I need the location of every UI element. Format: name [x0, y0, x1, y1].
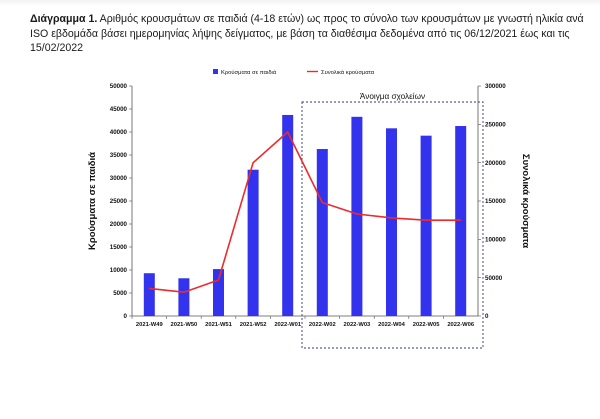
y-right-tick-label: 300000: [485, 83, 506, 90]
bar-children-2021-W50: [178, 278, 190, 316]
x-tick-label-2022-W04: 2022-W04: [378, 322, 406, 328]
y-right-axis-title: Συνολικά κρούσματα: [520, 154, 531, 248]
point-total-2022-W01: [287, 131, 289, 133]
bar-children-2022-W03: [351, 116, 363, 316]
x-tick-label-2022-W06: 2022-W06: [447, 322, 475, 328]
y-left-tick-label: 20000: [110, 221, 128, 228]
x-tick-label-2021-W50: 2021-W50: [171, 322, 198, 328]
bar-children-2022-W01: [282, 114, 294, 316]
point-total-2022-W04: [390, 217, 393, 219]
y-left-tick-label: 35000: [110, 152, 128, 159]
bar-children-2021-W52: [247, 169, 259, 316]
legend-swatch-children: [213, 69, 218, 74]
bar-children-2022-W02: [316, 149, 328, 316]
y-right-tick-label: 200000: [485, 160, 506, 167]
y-left-tick-label: 5000: [113, 290, 127, 297]
line-total-cases: [149, 131, 461, 294]
legend-label-total: Συνολικά κρούσματα: [321, 69, 375, 76]
y-left-tick-label: 50000: [110, 83, 128, 90]
bar-children-2022-W06: [455, 126, 467, 317]
y-left-tick-label: 40000: [110, 129, 128, 136]
bar-children-2021-W49: [143, 273, 155, 316]
point-total-2022-W06: [460, 219, 462, 221]
caption-text: Αριθμός κρουσμάτων σε παιδιά (4-18 ετών)…: [30, 13, 584, 54]
x-tick-label-2022-W05: 2022-W05: [413, 322, 441, 328]
point-total-2022-W03: [356, 213, 358, 215]
figure-caption: Διάγραμμα 1. Αριθμός κρουσμάτων σε παιδι…: [30, 12, 590, 56]
y-right-tick-label: 150000: [485, 198, 506, 205]
point-total-2021-W50: [183, 291, 185, 293]
legend-label-children: Κρούσματα σε παιδιά: [221, 69, 277, 76]
y-right-tick-label: 0: [485, 313, 489, 320]
bar-children-2022-W04: [386, 128, 397, 316]
point-total-2021-W49: [148, 287, 150, 289]
y-left-tick-label: 45000: [110, 106, 128, 113]
x-tick-label-2022-W02: 2022-W02: [309, 322, 336, 328]
annotation-label: Άνοιγμα σχολείων: [360, 92, 425, 101]
y-left-tick-label: 0: [124, 313, 128, 320]
bar-children-2021-W51: [213, 269, 224, 316]
x-tick-label-2022-W01: 2022-W01: [274, 322, 302, 328]
y-left-tick-label: 30000: [110, 175, 128, 182]
point-total-2021-W52: [252, 162, 254, 164]
x-tick-label-2021-W51: 2021-W51: [205, 322, 233, 328]
y-left-tick-label: 25000: [110, 198, 128, 205]
point-total-2022-W05: [425, 219, 427, 221]
x-tick-label-2022-W03: 2022-W03: [344, 322, 372, 328]
x-tick-label-2021-W52: 2021-W52: [240, 322, 267, 328]
bar-children-2022-W05: [420, 135, 432, 316]
y-right-tick-label: 250000: [485, 122, 506, 129]
point-total-2022-W02: [321, 201, 323, 204]
y-left-tick-label: 10000: [110, 267, 128, 274]
y-right-tick-label: 50000: [485, 275, 503, 282]
x-tick-label-2021-W49: 2021-W49: [136, 322, 164, 328]
y-left-tick-label: 15000: [110, 244, 128, 251]
caption-label: Διάγραμμα 1.: [30, 13, 98, 25]
y-right-tick-label: 100000: [485, 237, 506, 244]
y-left-axis-title: Κρούσματα σε παιδιά: [87, 152, 98, 250]
school-opening-box: [301, 101, 484, 349]
top-strip: [0, 0, 600, 6]
point-total-2021-W51: [217, 279, 220, 281]
